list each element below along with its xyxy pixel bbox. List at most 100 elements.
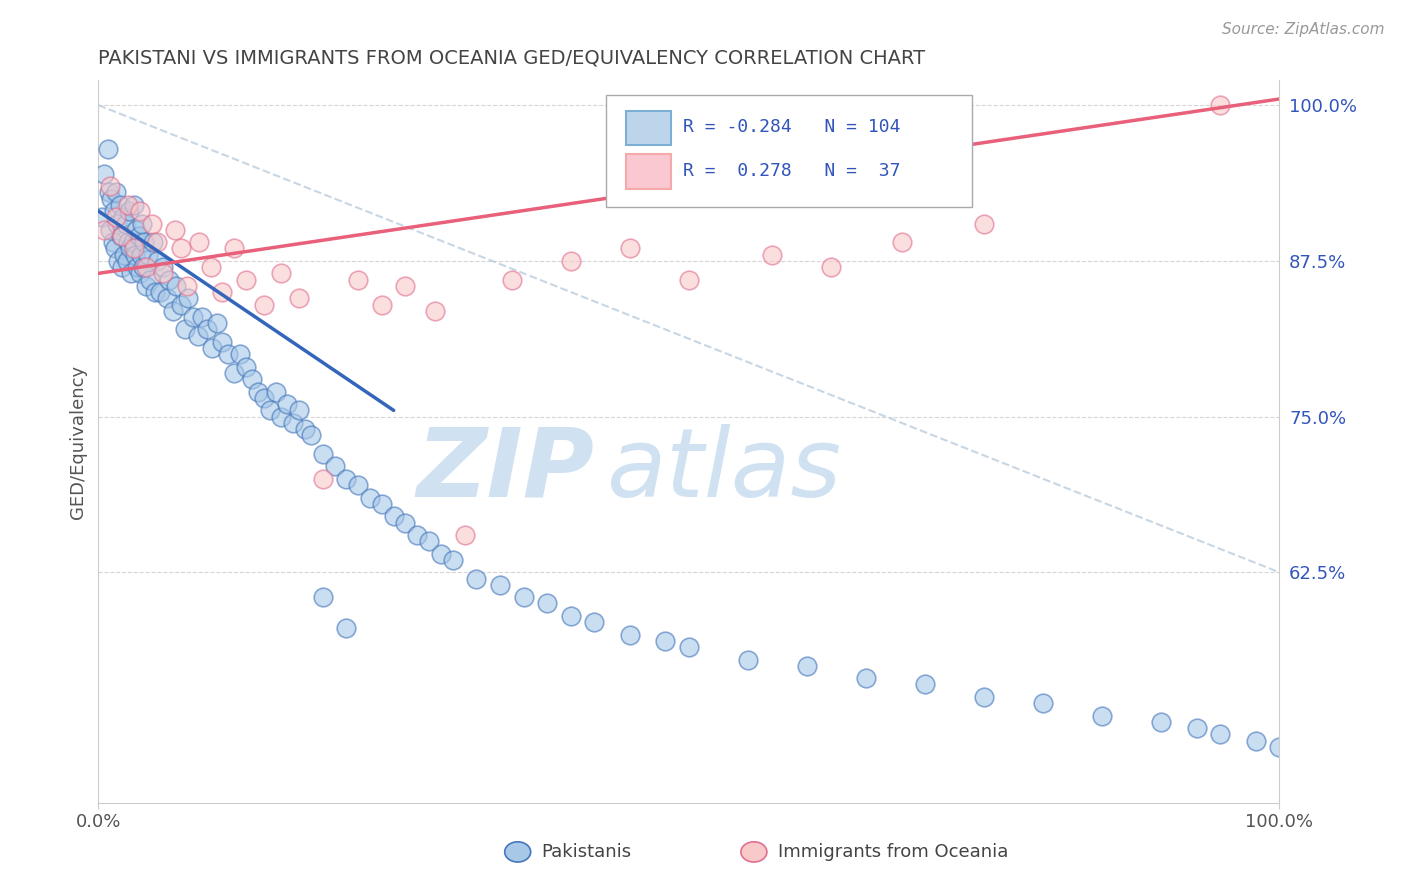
Point (229, 347, 252, 361)
Point (276, 397, 298, 411)
Point (371, 497, 394, 511)
Point (110, 229, 132, 244)
Point (177, 291, 200, 305)
Point (217, 347, 239, 361)
Point (489, 578, 512, 592)
Point (465, 572, 488, 586)
Point (1209, 98, 1232, 112)
Point (128, 229, 150, 244)
Point (253, 391, 276, 405)
Point (173, 322, 195, 336)
Point (93, 167, 115, 181)
Point (560, 253, 582, 268)
Point (394, 516, 416, 530)
Point (128, 204, 150, 219)
Point (176, 278, 198, 293)
Point (323, 459, 346, 474)
Point (283, 416, 305, 430)
Point (141, 217, 163, 231)
Point (619, 627, 641, 641)
Point (122, 198, 145, 212)
Point (359, 491, 381, 505)
Point (418, 534, 440, 549)
Point (195, 322, 218, 336)
Point (200, 260, 222, 274)
Point (820, 260, 842, 274)
Point (157, 272, 180, 286)
Point (107, 253, 129, 268)
Point (796, 658, 818, 673)
Point (134, 235, 156, 250)
Y-axis label: GED/Equivalency: GED/Equivalency (69, 365, 87, 518)
Point (501, 272, 523, 286)
Point (103, 204, 125, 219)
Point (619, 242, 641, 256)
Point (347, 478, 370, 492)
Text: PAKISTANI VS IMMIGRANTS FROM OCEANIA GED/EQUIVALENCY CORRELATION CHART: PAKISTANI VS IMMIGRANTS FROM OCEANIA GED… (98, 48, 925, 68)
Point (105, 186, 128, 200)
Point (560, 609, 582, 624)
Point (108, 198, 131, 212)
Point (121, 235, 143, 250)
Point (235, 272, 257, 286)
Point (146, 253, 169, 268)
Point (253, 297, 276, 311)
Point (105, 217, 128, 231)
Point (335, 472, 357, 486)
Point (394, 278, 416, 293)
Point (678, 640, 700, 654)
Point (737, 652, 759, 666)
Text: Immigrants from Oceania: Immigrants from Oceania (778, 843, 1008, 861)
Point (294, 422, 316, 436)
Point (129, 248, 152, 262)
Point (347, 272, 370, 286)
Point (91, 211, 114, 225)
Point (382, 509, 405, 524)
Point (224, 242, 246, 256)
Point (855, 671, 877, 685)
Point (187, 235, 209, 250)
Point (139, 272, 162, 286)
Point (117, 198, 139, 212)
Point (1091, 708, 1114, 723)
Point (135, 260, 157, 274)
Point (371, 297, 394, 311)
Point (453, 528, 475, 542)
Point (246, 384, 269, 399)
Point (98, 186, 121, 200)
Point (335, 621, 357, 635)
Point (312, 591, 335, 605)
Point (1032, 696, 1054, 710)
FancyBboxPatch shape (626, 111, 671, 145)
Point (264, 384, 287, 399)
Point (890, 235, 912, 250)
Point (121, 266, 143, 280)
Point (152, 260, 174, 274)
Point (1150, 714, 1173, 729)
Point (112, 211, 135, 225)
Point (117, 235, 139, 250)
Point (112, 248, 135, 262)
Point (149, 285, 172, 299)
Point (97, 142, 120, 156)
Point (115, 253, 138, 268)
Point (761, 248, 783, 262)
Ellipse shape (505, 842, 530, 862)
Text: Pakistanis: Pakistanis (541, 843, 631, 861)
Point (125, 223, 148, 237)
Point (288, 291, 311, 305)
Point (146, 235, 169, 250)
Point (914, 677, 936, 691)
Point (201, 341, 224, 355)
Text: Source: ZipAtlas.com: Source: ZipAtlas.com (1222, 22, 1385, 37)
Point (127, 260, 149, 274)
Point (143, 285, 166, 299)
Point (187, 328, 209, 343)
Text: ZIP: ZIP (416, 424, 595, 517)
Point (205, 316, 228, 330)
Point (152, 266, 174, 280)
Point (101, 235, 124, 250)
Point (191, 310, 214, 324)
Point (111, 229, 134, 244)
Point (114, 217, 136, 231)
